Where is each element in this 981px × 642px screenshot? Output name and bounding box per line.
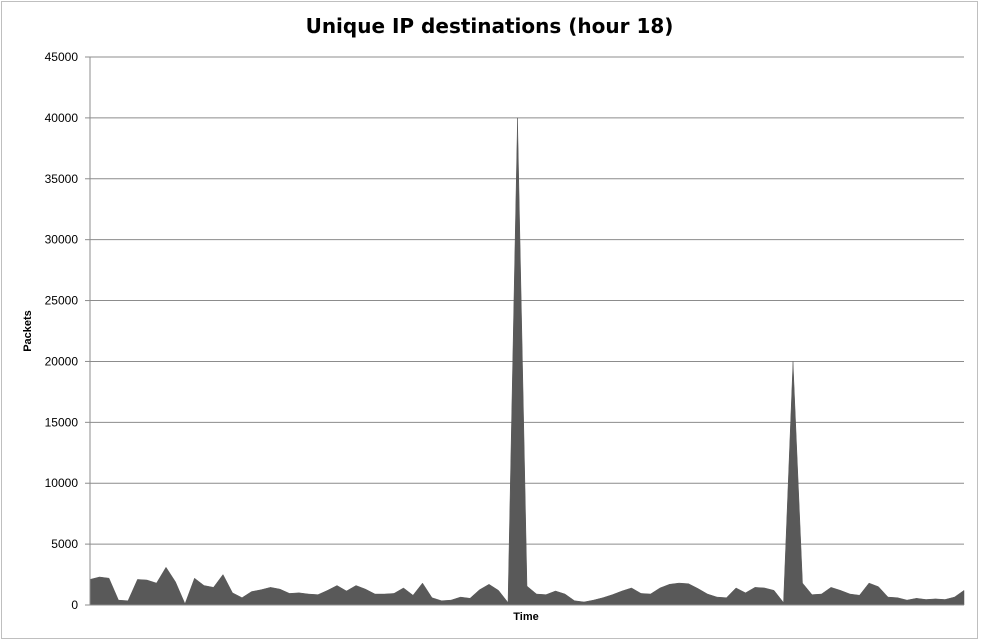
y-tick-label-20000: 20000 [45,354,79,368]
y-tick-label-10000: 10000 [45,476,79,490]
y-tick-label-30000: 30000 [45,233,79,247]
chart-title: Unique IP destinations (hour 18) [305,14,674,38]
tick-labels: 0 5000 10000 15000 20000 25000 30000 35000 40000… [45,50,79,612]
y-tick-label-45000: 45000 [45,50,79,64]
series-area-layer [89,117,965,606]
y-tick-label-0: 0 [71,598,78,612]
gridlines [85,56,964,606]
series-area-0 [89,117,965,606]
x-axis-title: Time [513,611,538,623]
y-tick-label-15000: 15000 [45,415,79,429]
y-tick-label-35000: 35000 [45,172,79,186]
axes [85,57,964,606]
y-tick-label-25000: 25000 [45,294,79,308]
y-tick-label-40000: 40000 [45,111,79,125]
y-tick-label-5000: 5000 [51,537,78,551]
y-axis-title: Packets [22,310,34,352]
